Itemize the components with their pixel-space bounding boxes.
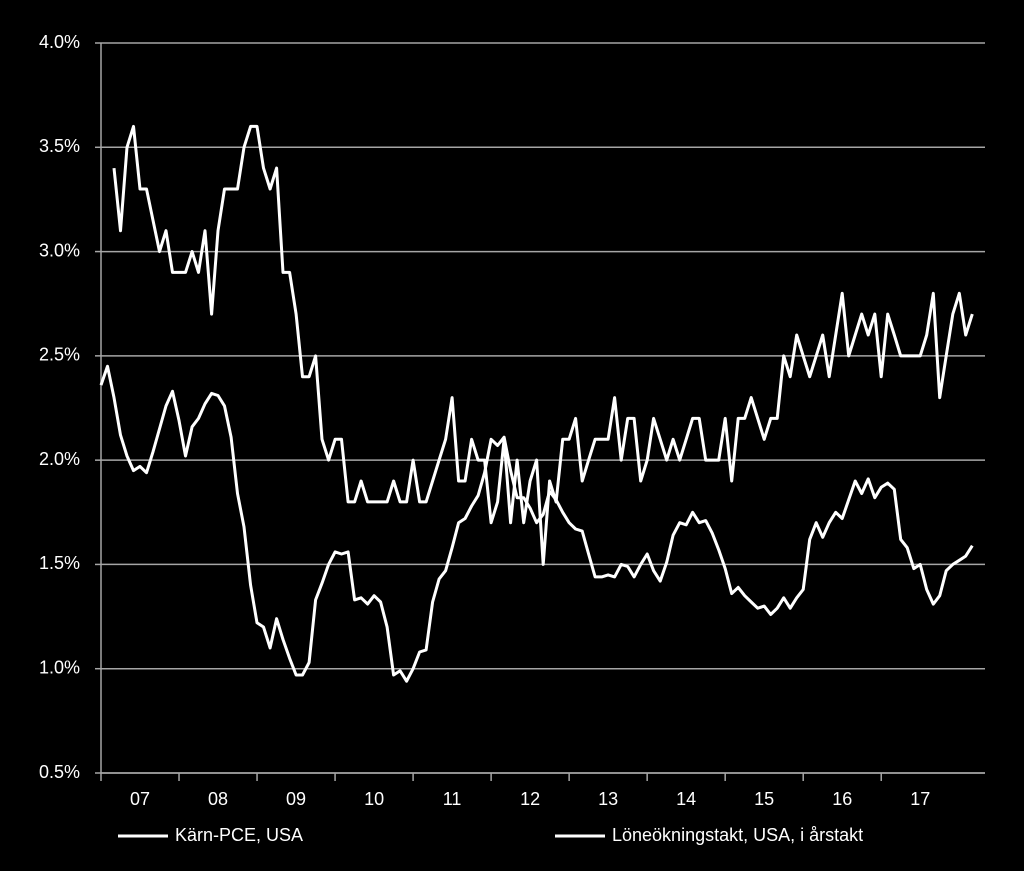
series-line [112,124,974,566]
legend-label: Löneökningstakt, USA, i årstakt [612,825,863,845]
y-tick-label: 2.0% [39,449,80,469]
x-tick-label: 11 [443,789,462,809]
y-tick-label: 2.5% [39,345,80,365]
x-tick-label: 07 [130,789,150,809]
x-tick-label: 16 [832,789,852,809]
y-tick-label: 1.0% [39,657,80,677]
x-tick-label: 17 [910,789,930,809]
x-tick-label: 12 [520,789,540,809]
x-tick-label: 13 [598,789,618,809]
series-line [99,364,974,683]
y-tick-label: 3.0% [39,240,80,260]
y-tick-label: 0.5% [39,762,80,782]
y-tick-label: 1.5% [39,553,80,573]
x-tick-label: 09 [286,789,306,809]
x-tick-label: 10 [364,789,384,809]
legend-label: Kärn-PCE, USA [175,825,303,845]
y-tick-label: 3.5% [39,136,80,156]
x-tick-label: 14 [676,789,696,809]
x-tick-label: 08 [208,789,228,809]
x-tick-label: 15 [754,789,774,809]
y-tick-label: 4.0% [39,32,80,52]
